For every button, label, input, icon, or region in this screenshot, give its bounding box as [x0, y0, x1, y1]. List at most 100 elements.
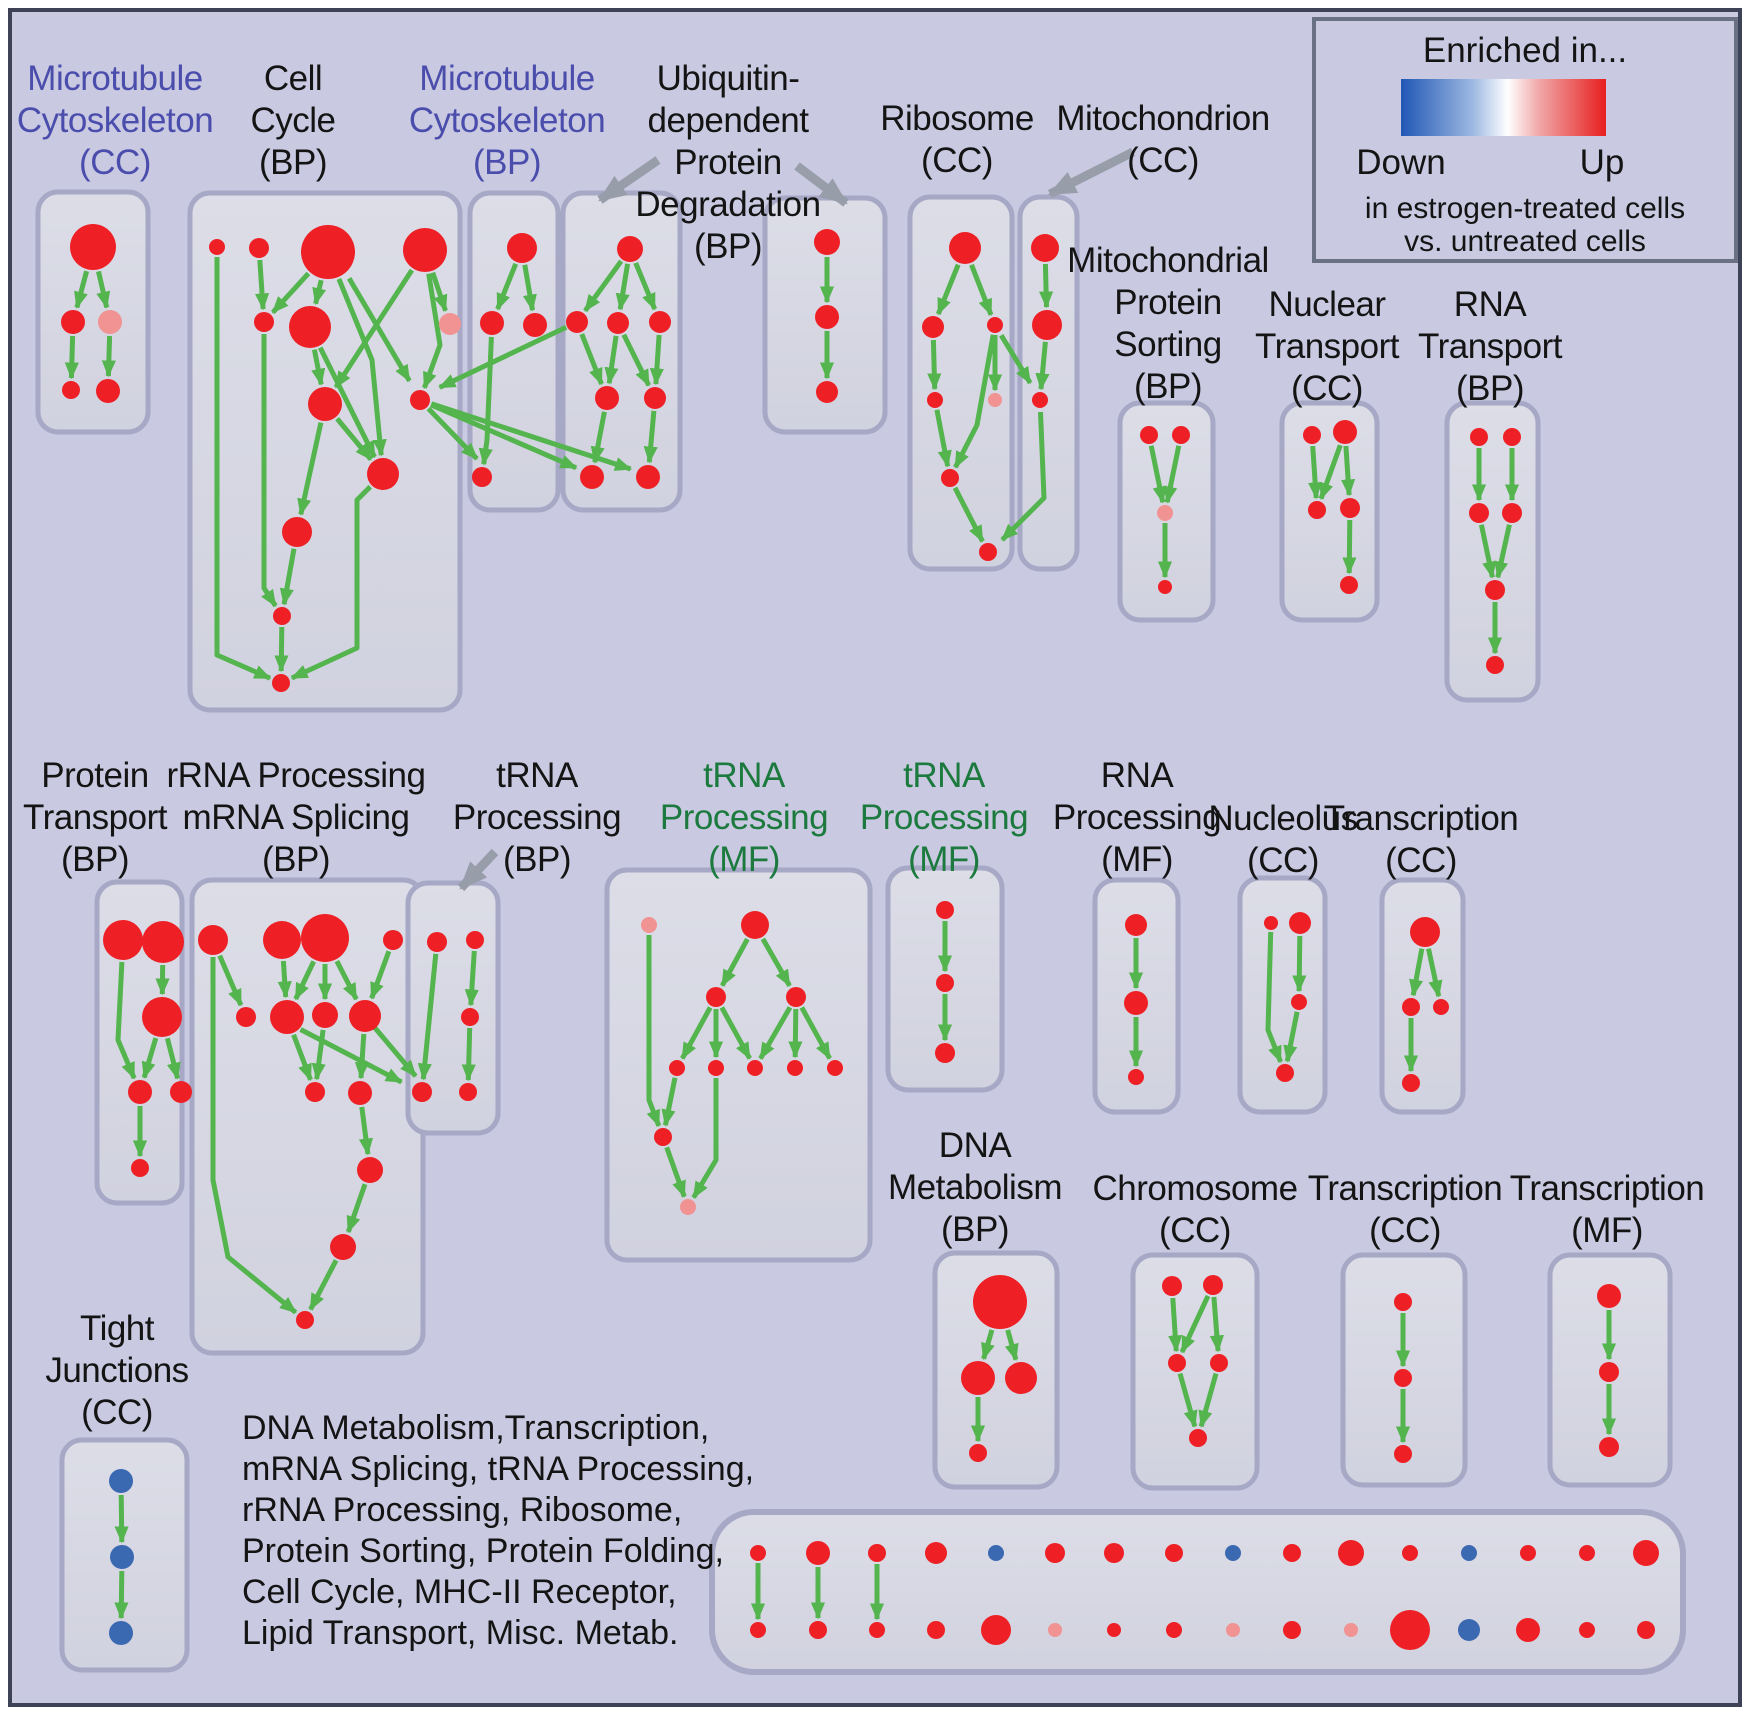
edge-arrow	[277, 960, 292, 999]
edge-arrow	[261, 334, 278, 608]
edges-layer	[64, 147, 1617, 1621]
nucleolus-cc-node-3	[1276, 1064, 1294, 1082]
ubiquitin-chain-node-0	[814, 229, 840, 255]
edge-arrow	[615, 263, 631, 311]
edge-arrow	[291, 1033, 313, 1082]
misc-panel-node-bottom-13	[1516, 1618, 1540, 1642]
edge-arrow	[354, 1033, 370, 1080]
edge-arrow	[691, 1078, 719, 1199]
misc-panel-node-bottom-8	[1226, 1623, 1240, 1637]
misc-panel-node-bottom-14	[1579, 1622, 1595, 1638]
edge-arrow	[417, 953, 439, 1081]
misc-categories-text: DNA Metabolism,Transcription, mRNA Splic…	[242, 1408, 754, 1654]
edge-arrow	[115, 961, 137, 1080]
edge-arrow	[438, 324, 568, 390]
mitochondrion-cc-node-0	[1031, 234, 1059, 262]
edge-arrow	[1283, 1011, 1300, 1063]
legend-caption-line1: in estrogen-treated cells	[1364, 192, 1686, 225]
chromosome-cc-node-0	[1162, 1276, 1182, 1296]
edge-arrow	[299, 1027, 403, 1085]
edge-arrow	[426, 406, 479, 461]
transcription-cc-bottom-node-2	[1394, 1445, 1412, 1463]
misc-text-line: Lipid Transport, Misc. Metab.	[242, 1614, 679, 1652]
trna-processing-bp-node-2	[461, 1008, 479, 1026]
transcription-cc-mid-node-2	[1433, 999, 1449, 1015]
protein-transport-node-2	[142, 997, 182, 1037]
transcription-cc-mid-node-3	[1402, 1074, 1420, 1092]
protein-transport-node-0	[103, 920, 143, 960]
ubiquitin-bp-node-6	[580, 465, 604, 489]
edge-arrow	[1209, 1296, 1224, 1353]
edge-arrow	[464, 950, 479, 1007]
protein-transport-node-3	[128, 1080, 152, 1104]
edge-arrow	[164, 1037, 181, 1080]
ubiquitin-bp-node-7	[636, 465, 660, 489]
rna-transport-node-3	[1502, 503, 1522, 523]
legend-gradient-bar	[1401, 79, 1606, 136]
rrna-mrna-bp-node-1	[263, 921, 301, 959]
nuclear-transport-node-1	[1333, 420, 1357, 444]
cell-cycle-bp-node-8	[410, 390, 430, 410]
misc-panel-node-top-11	[1402, 1545, 1418, 1561]
microtubule-cc-node-2	[98, 310, 122, 334]
edge-arrow	[1341, 445, 1356, 497]
edge-arrow	[649, 334, 664, 386]
microtubule-bp-node-3	[472, 467, 492, 487]
edge-arrow	[1292, 935, 1307, 993]
edge-arrow	[760, 937, 792, 987]
trna-processing-mf-large-node-4	[669, 1060, 685, 1076]
transcription-cc-mid-node-1	[1402, 998, 1420, 1016]
edge-arrow	[579, 333, 604, 386]
microtubule-cc-node-1	[61, 310, 85, 334]
edge-arrow	[358, 1106, 373, 1156]
edge-arrow	[719, 1006, 752, 1060]
nuclear-transport-node-4	[1340, 576, 1358, 594]
transcription-mf-node-0	[1597, 1284, 1621, 1308]
cell-cycle-bp-node-10	[282, 517, 312, 547]
misc-panel-node-top-3	[925, 1542, 947, 1564]
transcription-cc-mid-node-0	[1410, 917, 1440, 947]
edge-arrow	[1000, 411, 1047, 542]
rrna-mrna-bp-node-3	[383, 930, 403, 950]
misc-panel-node-top-1	[806, 1541, 830, 1565]
ubiquitin-chain-node-2	[816, 381, 838, 403]
edge-arrow	[430, 401, 632, 472]
ubiquitin-bp-node-2	[607, 312, 629, 334]
misc-panel-node-top-9	[1283, 1544, 1301, 1562]
misc-panel-node-bottom-7	[1166, 1622, 1182, 1638]
cluster-box-transcription-cc-mid	[1379, 877, 1466, 1115]
ribosome-cc-node-4	[988, 393, 1002, 407]
misc-panel-node-top-15	[1633, 1540, 1659, 1566]
edge-arrow	[758, 1006, 793, 1060]
chromosome-cc-node-1	[1203, 1275, 1223, 1295]
edge-arrow	[522, 264, 537, 312]
edge-arrow	[254, 259, 270, 311]
misc-panel-node-top-14	[1579, 1545, 1595, 1561]
label-pointer-arrow	[597, 156, 661, 204]
trna-processing-mf-large-node-7	[787, 1060, 803, 1076]
trna-processing-mf-large-node-1	[741, 911, 769, 939]
transcription-cc-bottom-node-1	[1394, 1369, 1412, 1387]
edge-arrow	[311, 349, 326, 386]
misc-text-line: Cell Cycle, MHC-II Receptor,	[242, 1573, 677, 1611]
edge-arrow	[953, 334, 996, 469]
misc-panel-node-bottom-12	[1458, 1619, 1480, 1641]
cell-cycle-bp-node-11	[273, 607, 291, 625]
rna-transport-node-5	[1486, 656, 1504, 674]
edge-arrow	[1265, 931, 1283, 1064]
edge-arrow	[335, 417, 373, 461]
mitochondrion-cc-node-2	[1032, 392, 1048, 408]
edge-arrow	[290, 484, 373, 681]
misc-panel-node-bottom-11	[1390, 1610, 1430, 1650]
transcription-mf-node-1	[1599, 1362, 1619, 1382]
misc-text-line: mRNA Splicing, tRNA Processing,	[242, 1450, 755, 1488]
misc-panel-node-bottom-0	[750, 1622, 766, 1638]
trna-processing-bp-node-1	[466, 931, 484, 949]
legend-caption-line2: vs. untreated cells	[1404, 225, 1646, 258]
dna-metabolism-bp-node-0	[973, 1275, 1027, 1329]
edge-arrow	[333, 268, 414, 389]
edge-arrow	[934, 409, 952, 468]
edge-arrow	[788, 1008, 803, 1059]
edge-arrow	[1342, 519, 1357, 575]
